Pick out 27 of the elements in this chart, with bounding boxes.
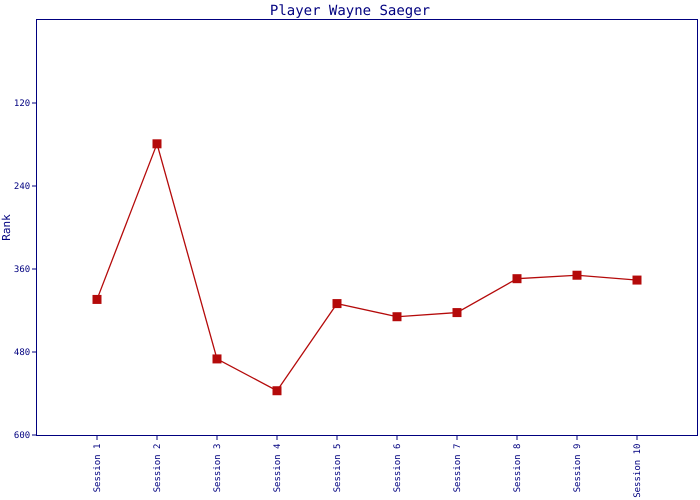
point (212, 354, 222, 364)
chart-title: Player Wayne Saeger (270, 2, 430, 19)
x-tick-label: Session 9 (572, 444, 583, 492)
y-tick-label: 240 (14, 182, 30, 192)
x-tick-label: Session 1 (92, 444, 103, 492)
x-tick-label: Session 6 (392, 444, 403, 492)
point (152, 139, 162, 148)
point (332, 299, 342, 308)
x-tick-label: Session 8 (512, 444, 523, 492)
y-tick-label: 360 (14, 265, 30, 276)
x-tick-label: Session 7 (452, 444, 463, 492)
point (272, 386, 282, 396)
point (632, 276, 642, 285)
x-tick-label: Session 5 (332, 444, 343, 492)
y-tick-label: 600 (14, 431, 30, 442)
point (512, 274, 522, 284)
x-tick-label: Session 2 (152, 444, 163, 492)
x-tick-label: Session 10 (632, 444, 643, 498)
x-tick-label: Session 4 (272, 444, 283, 492)
point (92, 294, 102, 304)
point (452, 308, 462, 318)
y-axis-title: Rank (0, 214, 13, 241)
y-tick-label: 480 (14, 348, 30, 358)
point (572, 270, 582, 280)
y-tick-label: 120 (14, 99, 30, 110)
point (392, 312, 402, 322)
x-tick-label: Session 3 (212, 444, 223, 492)
